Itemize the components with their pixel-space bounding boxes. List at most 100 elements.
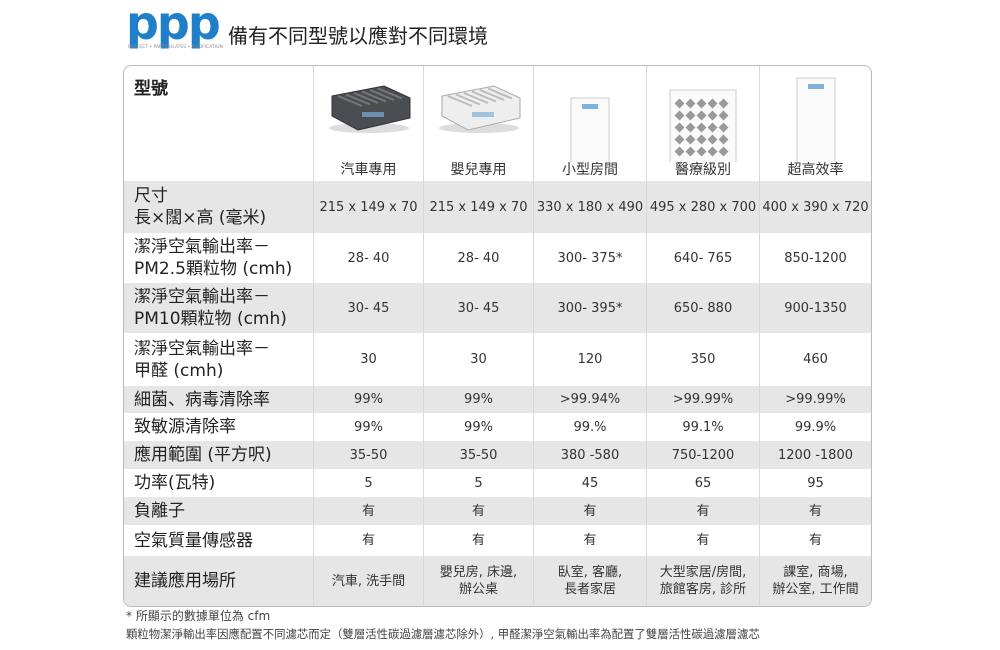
model-name: 小型房間	[562, 162, 618, 178]
cell-line: 30- 45	[457, 300, 500, 316]
header-label: 型號	[134, 79, 168, 99]
row-label-line: 尺寸	[134, 186, 168, 206]
table-cell: 30- 45	[423, 283, 533, 333]
product-shape	[674, 134, 685, 145]
cell-line: 330 x 180 x 490	[536, 199, 644, 215]
model-header: 嬰兒專用	[423, 66, 533, 181]
cell-line: 課室, 商場,	[783, 565, 848, 580]
row-label: 潔淨空氣輸出率－ PM10顆粒物 (cmh)	[124, 283, 313, 333]
table-cell: 495 x 280 x 700	[646, 181, 759, 233]
product-shape	[696, 146, 707, 157]
table-cell: 5	[313, 469, 423, 497]
cell-line: 35-50	[459, 447, 498, 463]
cell-line: 有	[696, 533, 710, 548]
cell-line: 辦公桌	[458, 582, 498, 597]
cell-line: 有	[583, 533, 597, 548]
row-label-line: PM2.5顆粒物 (cmh)	[134, 259, 293, 279]
model-name: 醫療級別	[675, 162, 731, 178]
cell-line: 850-1200	[784, 250, 847, 266]
model-header: 汽車專用	[313, 66, 423, 181]
model-name: 嬰兒專用	[450, 162, 507, 178]
cell-line: 旅館客房, 診所	[659, 582, 747, 597]
row-label-line: 甲醛 (cmh)	[134, 360, 224, 381]
cell-line: 99.1%	[682, 419, 724, 435]
table-cell: 640- 765	[646, 233, 759, 283]
table-cell: 45	[533, 469, 646, 497]
table-cell: 99%	[423, 386, 533, 413]
table-cell: 1200 -1800	[759, 441, 871, 469]
table-cell: 330 x 180 x 490	[533, 181, 646, 233]
cell-line: 有	[471, 503, 485, 519]
model-name: 超高效率	[787, 162, 844, 178]
table-cell: 99%	[313, 413, 423, 441]
row-label-line: 功率(瓦特)	[134, 473, 216, 493]
product-shape	[685, 146, 696, 157]
product-image	[669, 89, 737, 162]
row-label: 負離子	[124, 497, 313, 525]
cell-line: 400 x 390 x 720	[762, 199, 869, 215]
cell-line: 65	[694, 475, 712, 491]
cell-line: 350	[690, 352, 716, 367]
spec-table: 型號 汽車專用 嬰兒專用 小型房間 醫療級別 超高效率尺寸 長×闊×高 (毫米) 215 x…	[123, 65, 872, 607]
cell-line: 有	[583, 503, 597, 519]
table-row: 潔淨空氣輸出率－ 甲醛 (cmh) 30 30 120 350 460	[124, 333, 871, 386]
cell-line: 99%	[354, 419, 383, 435]
product-shape	[707, 110, 718, 121]
table-cell: 400 x 390 x 720	[759, 181, 871, 233]
cell-line: 有	[361, 503, 375, 519]
table-cell: 215 x 149 x 70	[313, 181, 423, 233]
table-row: 空氣質量傳感器 有 有 有 有 有	[124, 525, 871, 556]
product-shape	[674, 122, 685, 133]
table-cell: 有	[313, 497, 423, 525]
logo: ppp	[126, 0, 221, 50]
row-label: 空氣質量傳感器	[124, 525, 313, 556]
table-cell: 750-1200	[646, 441, 759, 469]
table-cell: 嬰兒房, 床邊, 辦公桌	[423, 556, 533, 606]
model-name: 汽車專用	[340, 162, 397, 178]
table-cell: 99.1%	[646, 413, 759, 441]
row-label: 細菌、病毒清除率	[124, 386, 313, 413]
table-row: 潔淨空氣輸出率－ PM2.5顆粒物 (cmh) 28- 40 28- 40 300- 3…	[124, 233, 871, 283]
table-cell: 30- 45	[313, 283, 423, 333]
cell-line: 120	[577, 352, 603, 367]
product-shape	[471, 90, 496, 103]
cell-line: 650- 880	[673, 300, 733, 316]
table-cell: 汽車, 洗手間	[313, 556, 423, 606]
product-shape	[696, 122, 707, 133]
table-row: 尺寸 長×闊×高 (毫米) 215 x 149 x 70 215 x 149 x 70…	[124, 181, 871, 233]
row-label: 建議應用場所	[124, 556, 313, 606]
table-cell: 65	[646, 469, 759, 497]
product-shape	[361, 90, 386, 103]
cell-line: 300- 395*	[557, 300, 623, 316]
cell-line: 有	[471, 533, 485, 548]
table-cell: 99%	[423, 413, 533, 441]
cell-line: >99.99%	[672, 392, 734, 407]
table-row: 應用範圍 (平方呎) 35-50 35-50 380 -580 750-1200 1200…	[124, 441, 871, 469]
cell-line: 有	[361, 533, 375, 548]
cell-line: 460	[803, 352, 828, 367]
table-cell: 30	[313, 333, 423, 386]
table-cell: 有	[423, 525, 533, 556]
table-cell: 99.%	[533, 413, 646, 441]
page-title: 備有不同型號以應對不同環境	[228, 24, 488, 48]
cell-line: 750-1200	[671, 447, 735, 463]
table-cell: 28- 40	[423, 233, 533, 283]
cell-line: 35-50	[349, 447, 388, 463]
table-cell: 215 x 149 x 70	[423, 181, 533, 233]
row-label-line: 長×闊×高 (毫米)	[134, 208, 267, 228]
cell-line: 辦公室, 工作間	[772, 582, 859, 597]
table-cell: 900-1350	[759, 283, 871, 333]
cell-line: 640- 765	[673, 250, 733, 266]
table-row: 潔淨空氣輸出率－ PM10顆粒物 (cmh) 30- 45 30- 45 300- 39…	[124, 283, 871, 333]
product-shape	[447, 95, 472, 107]
cell-line: 大型家居/房間,	[659, 565, 747, 580]
cell-line: 99%	[464, 392, 493, 407]
product-shape	[479, 89, 504, 101]
model-header: 醫療級別	[646, 66, 759, 181]
cell-line: 99.9%	[794, 419, 837, 435]
cell-line: 28- 40	[347, 250, 390, 266]
product-shape	[685, 122, 696, 133]
row-label-line: 致敏源清除率	[134, 417, 236, 437]
note: * 所顯示的數據單位為 cfm	[126, 609, 271, 623]
